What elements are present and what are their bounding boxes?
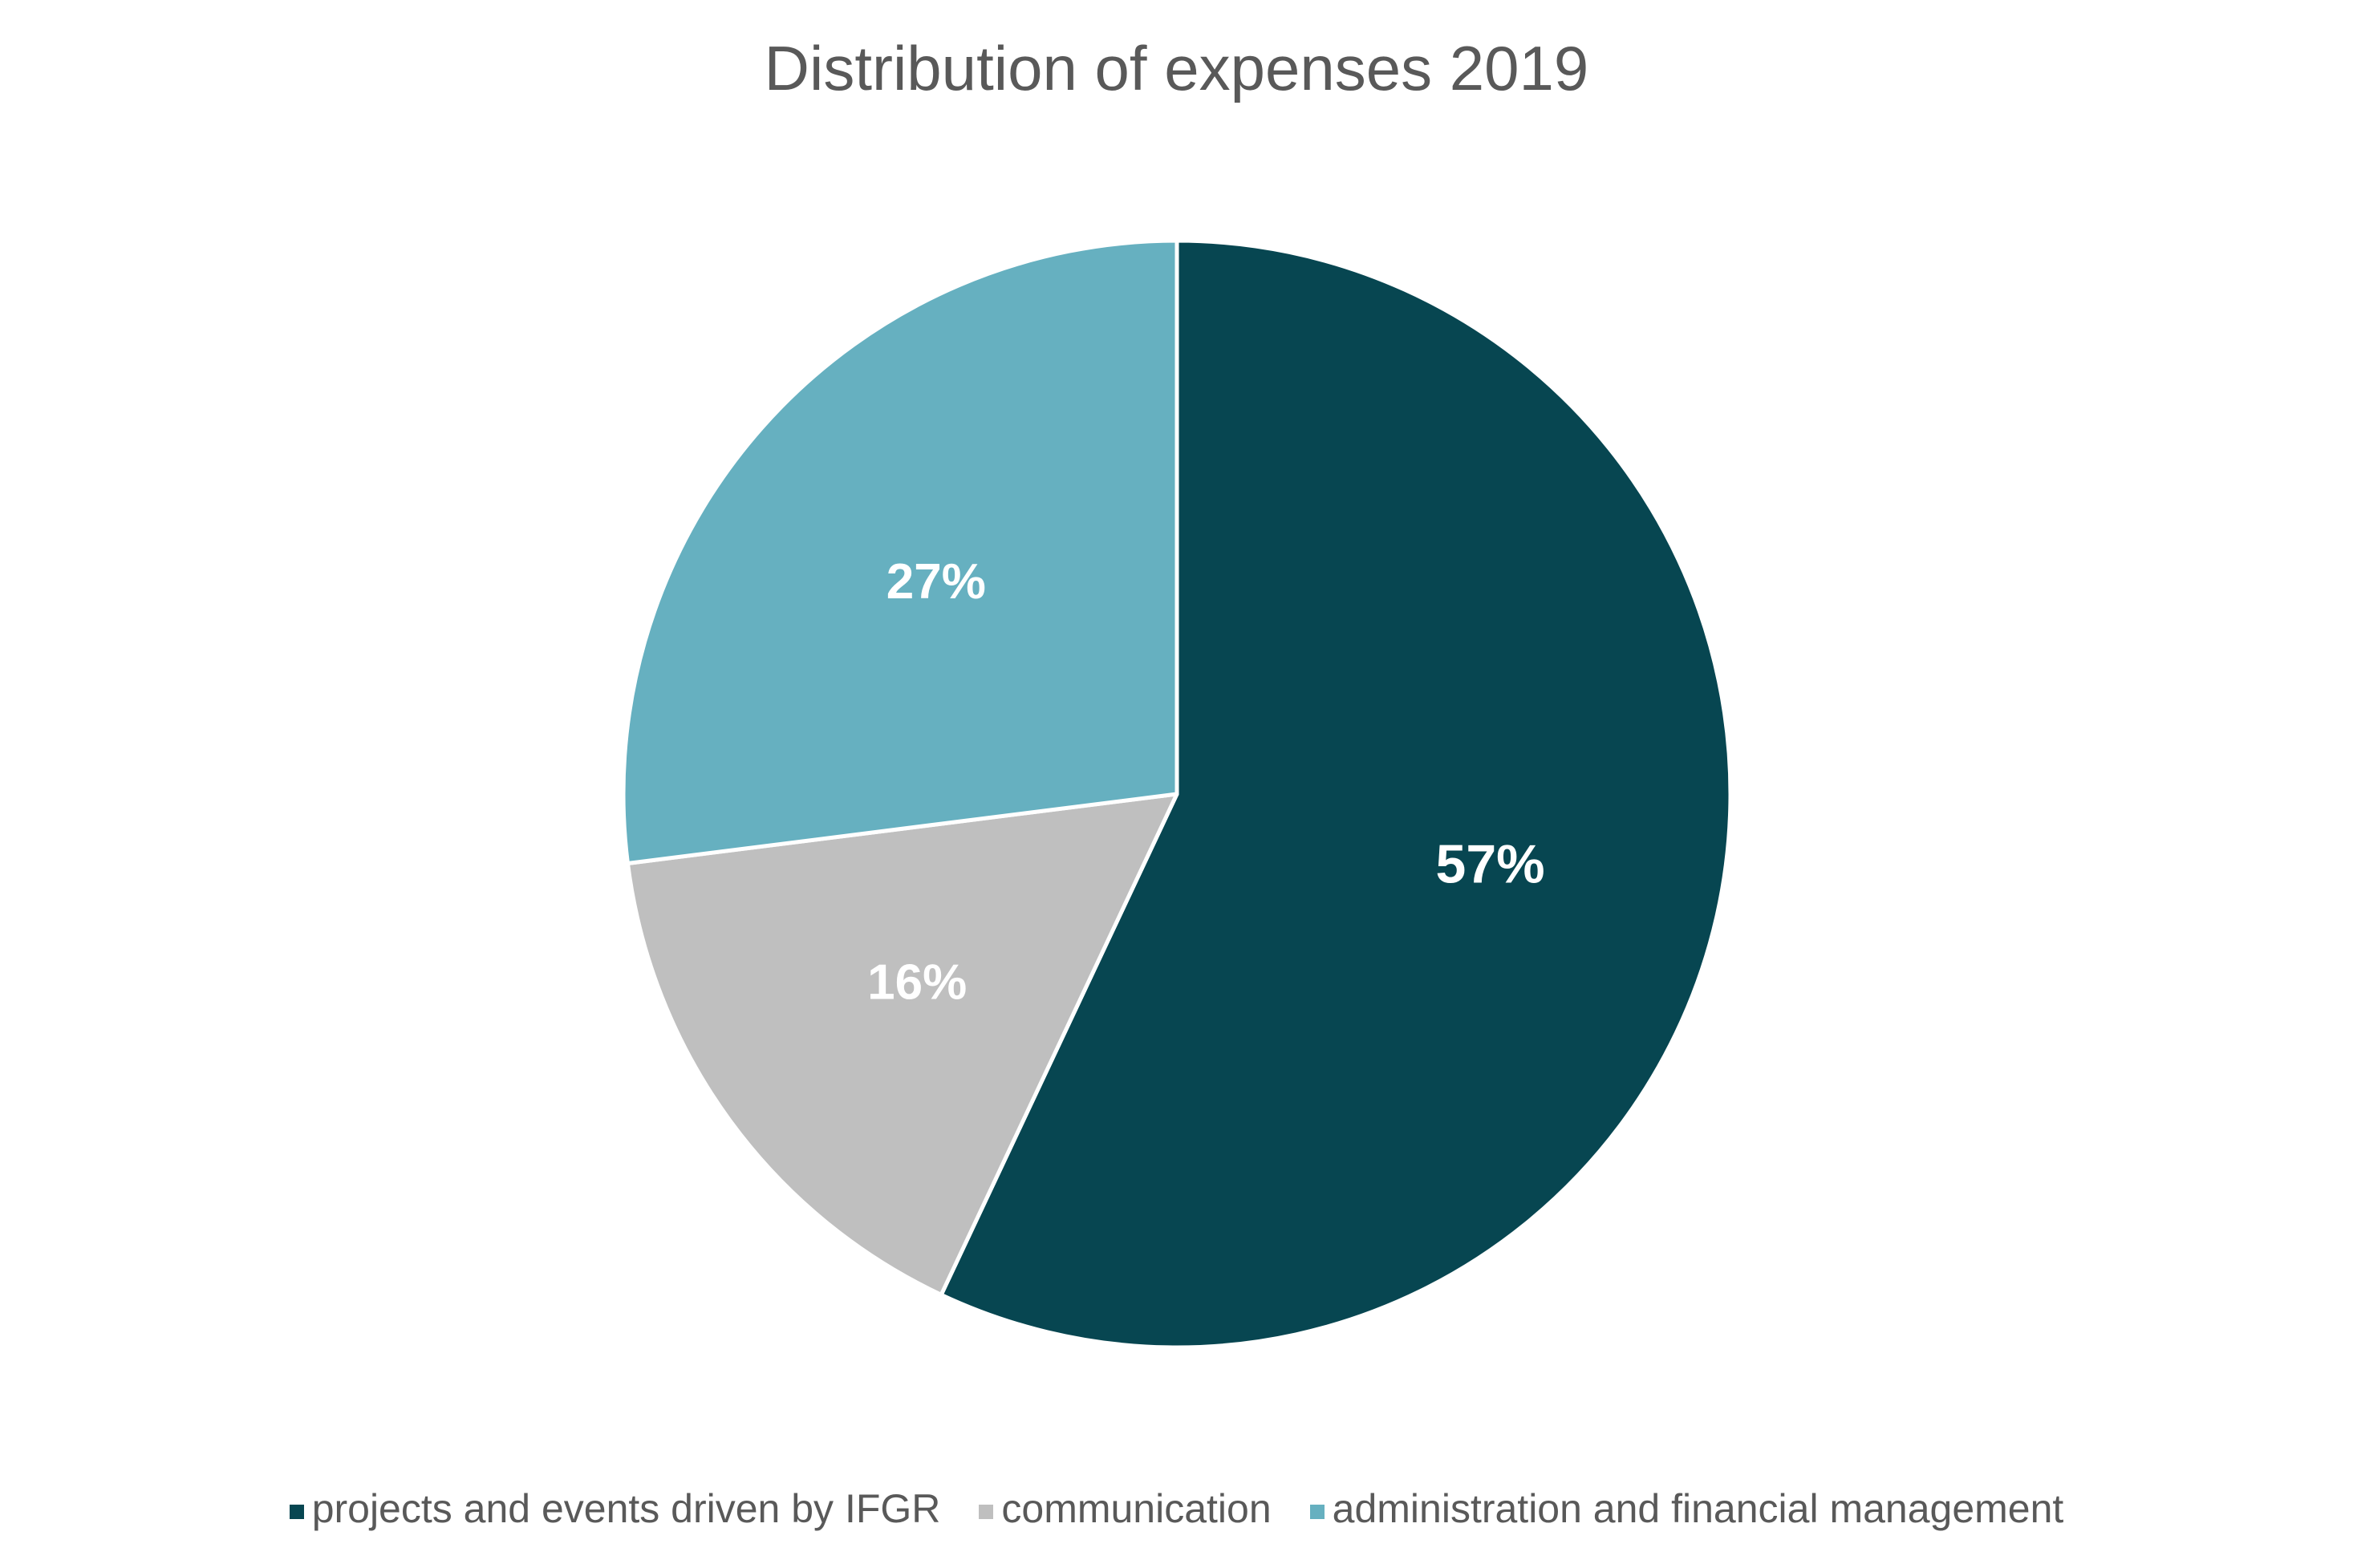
legend: projects and events driven by IFGR commun… xyxy=(0,1485,2353,1532)
pie-slice-2 xyxy=(625,792,1179,1297)
legend-item-1: projects and events driven by IFGR xyxy=(289,1485,941,1532)
pie-slice-3 xyxy=(621,238,1179,865)
data-label-1: 57% xyxy=(1436,833,1545,894)
pie-slice-1 xyxy=(939,238,1733,1350)
data-label-3: 27% xyxy=(886,554,986,610)
legend-item-3: administration and financial management xyxy=(1309,1485,2064,1532)
legend-swatch-1 xyxy=(289,1505,304,1519)
data-label-2: 16% xyxy=(867,955,967,1011)
legend-label-1: projects and events driven by IFGR xyxy=(311,1486,941,1531)
chart-title: Distribution of expenses 2019 xyxy=(764,33,1589,103)
legend-label-3: administration and financial management xyxy=(1332,1486,2064,1531)
legend-item-2: communication xyxy=(979,1485,1272,1532)
legend-swatch-3 xyxy=(1309,1505,1325,1519)
legend-swatch-2 xyxy=(979,1505,994,1519)
legend-label-2: communication xyxy=(1001,1486,1272,1531)
